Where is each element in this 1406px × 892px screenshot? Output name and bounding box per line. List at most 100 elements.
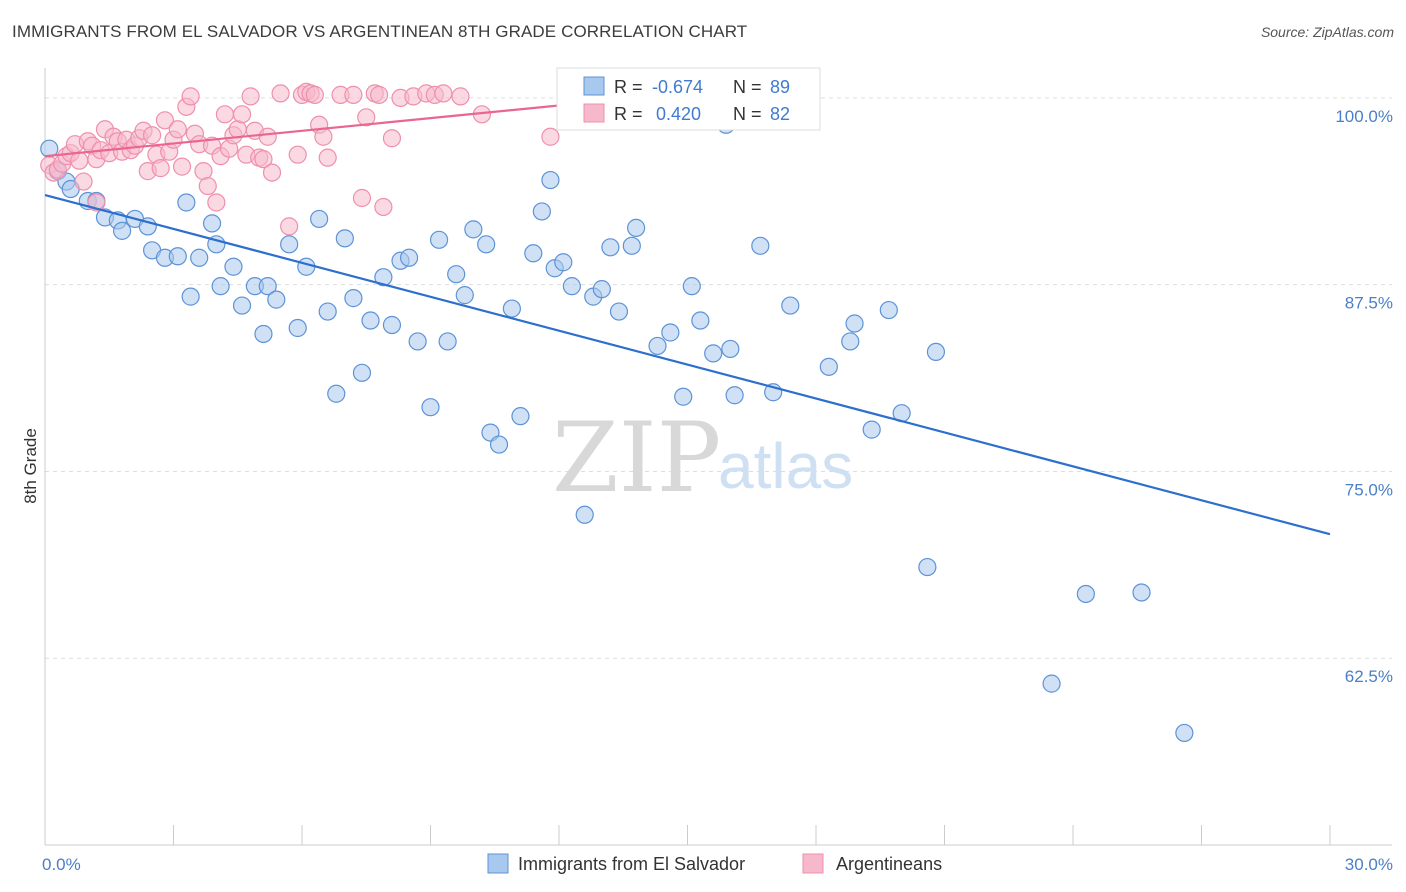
point-el-salvador-83 [926,342,946,362]
legend-n-value-pink: 82 [770,104,790,124]
point-el-salvador-35 [361,311,380,330]
point-el-salvador-65 [648,336,667,356]
point-argentineans-37 [198,176,217,196]
point-el-salvador-23 [254,324,273,344]
point-el-salvador-77 [819,357,838,376]
point-argentineans-50 [254,150,273,169]
point-el-salvador-51 [511,407,530,426]
point-el-salvador-30 [318,302,337,321]
watermark-atlas: atlas [718,430,853,502]
y-tick-label-0: 62.5% [1345,667,1393,686]
point-argentineans-33 [181,87,200,106]
legend-r-value-pink: 0.420 [656,104,701,124]
point-argentineans-66 [357,108,376,127]
point-el-salvador-69 [691,311,710,330]
point-argentineans-27 [155,111,175,130]
point-el-salvador-32 [335,229,354,248]
source-label: Source: ZipAtlas.com [1260,24,1394,40]
point-el-salvador-42 [429,230,449,249]
point-argentineans-52 [262,163,282,182]
point-el-salvador-16 [190,248,209,267]
x-tick-labels: 0.0% 30.0% [42,855,1393,874]
point-el-salvador-54 [541,170,560,190]
point-el-salvador-41 [421,398,440,417]
point-el-salvador-19 [211,277,230,296]
bottom-legend-argentineans: Argentineans [836,854,942,874]
point-argentineans-44 [228,120,247,139]
point-argentineans-53 [271,84,290,103]
legend-n-label-pink: N = [733,104,762,124]
point-el-salvador-14 [181,287,200,306]
point-el-salvador-43 [438,332,457,351]
point-argentineans-41 [215,105,234,124]
point-el-salvador-78 [841,332,860,351]
point-el-salvador-15 [177,193,196,212]
point-argentineans-59 [305,85,324,104]
point-el-salvador-45 [455,286,474,305]
point-el-salvador-63 [622,236,641,255]
point-el-salvador-56 [554,253,573,272]
point-el-salvador-84 [918,557,937,577]
point-el-salvador-47 [477,235,496,254]
trend-line-el-salvador [44,193,1331,536]
point-argentineans-61 [314,127,333,146]
legend-swatch-blue [583,76,605,96]
point-el-salvador-8 [112,221,132,240]
point-el-salvador-58 [575,505,594,524]
point-el-salvador-80 [862,420,881,439]
point-argentineans-30 [168,120,187,139]
legend-n-label-blue: N = [733,77,762,97]
point-el-salvador-40 [408,332,427,351]
point-el-salvador-39 [399,248,419,267]
point-el-salvador-60 [592,280,611,299]
series-argentineans-points [40,82,676,236]
point-el-salvador-20 [224,257,243,276]
point-el-salvador-46 [464,220,483,239]
series-legend: Immigrants from El Salvador Argentineans [487,853,942,874]
point-el-salvador-64 [626,218,646,237]
point-el-salvador-79 [845,314,864,333]
point-argentineans-69 [374,197,393,217]
watermark-zip: ZIP [552,402,721,514]
point-el-salvador-44 [447,265,466,284]
point-argentineans-36 [194,162,213,181]
point-el-salvador-72 [721,339,740,359]
correlation-legend: R = -0.674 N = 89 R = 0.420 N = 82 [556,67,821,131]
point-el-salvador-24 [258,277,277,296]
legend-r-label-blue: R = [614,77,643,97]
point-el-salvador-66 [661,323,680,342]
point-argentineans-31 [172,157,192,176]
y-tick-label-1: 75.0% [1345,480,1393,499]
point-el-salvador-17 [202,214,222,233]
point-el-salvador-61 [601,238,620,257]
point-el-salvador-57 [562,277,581,296]
point-argentineans-78 [541,127,560,146]
point-el-salvador-53 [532,202,551,221]
point-argentineans-8 [74,172,93,191]
x-tick-label-0: 0.0% [42,855,81,874]
y-axis-label: 8th Grade [21,428,40,504]
point-el-salvador-21 [232,296,252,315]
watermark: ZIP atlas [552,402,853,514]
point-argentineans-26 [151,159,170,178]
point-el-salvador-74 [751,236,770,255]
point-argentineans-70 [382,129,402,148]
point-el-salvador-85 [1042,674,1061,693]
legend-r-label-pink: R = [614,104,643,124]
point-argentineans-7 [70,151,89,170]
point-el-salvador-88 [1175,723,1194,743]
point-el-salvador-33 [344,289,363,308]
chart-title: IMMIGRANTS FROM EL SALVADOR VS ARGENTINE… [12,22,748,41]
point-el-salvador-25 [267,290,286,309]
point-el-salvador-70 [704,344,723,363]
point-el-salvador-86 [1076,584,1095,604]
point-el-salvador-62 [609,302,629,321]
point-el-salvador-68 [682,277,701,296]
point-el-salvador-87 [1132,583,1151,602]
point-argentineans-62 [318,148,337,167]
point-argentineans-39 [207,193,226,212]
point-el-salvador-31 [327,384,346,403]
point-argentineans-24 [142,126,162,145]
legend-swatch-pink [583,103,605,123]
